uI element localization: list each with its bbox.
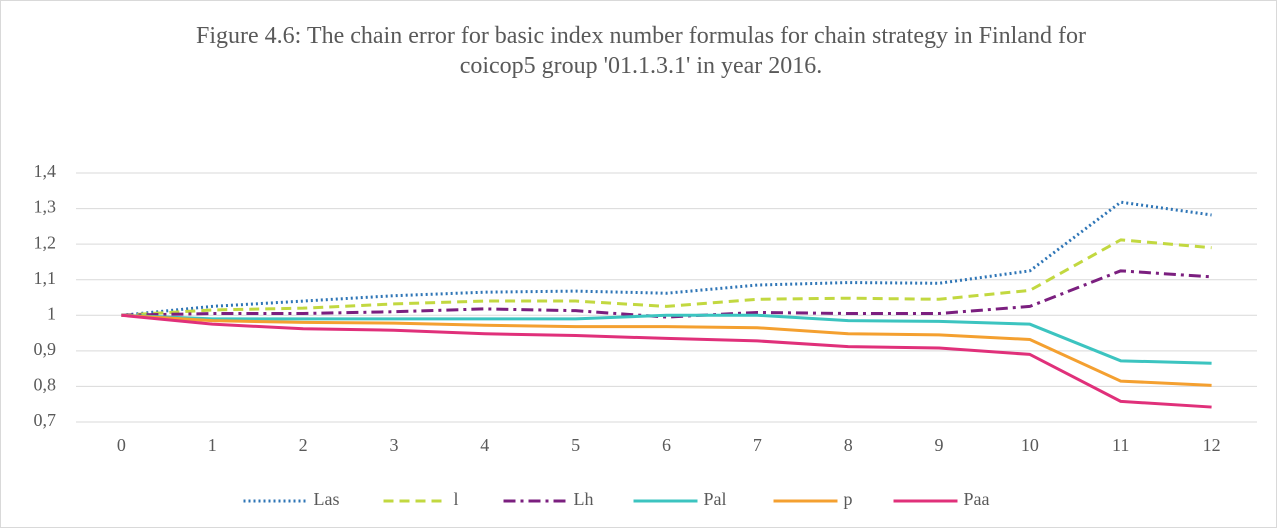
chart-title: Figure 4.6: The chain error for basic in… xyxy=(196,23,1086,79)
x-tick-label: 8 xyxy=(844,435,853,455)
series-line xyxy=(121,313,1212,409)
series-line xyxy=(121,313,1212,365)
y-tick-label: 0,7 xyxy=(34,410,57,430)
x-tick-label: 5 xyxy=(571,435,580,455)
y-tick-label: 1,3 xyxy=(34,197,57,217)
x-tick-label: 3 xyxy=(389,435,398,455)
y-tick-label: 1,2 xyxy=(34,232,57,252)
y-tick-label: 0,9 xyxy=(34,339,57,359)
x-tick-label: 2 xyxy=(299,435,308,455)
legend-label: Las xyxy=(314,489,340,509)
series-line xyxy=(121,313,1212,387)
x-tick-label: 0 xyxy=(117,435,126,455)
y-tick-label: 0,8 xyxy=(34,375,57,395)
x-tick-label: 6 xyxy=(662,435,671,455)
legend-label: Lh xyxy=(574,489,594,509)
x-tick-label: 12 xyxy=(1203,435,1221,455)
x-tick-label: 7 xyxy=(753,435,762,455)
series-line xyxy=(121,269,1212,319)
y-tick-label: 1,4 xyxy=(34,161,57,181)
x-tick-label: 9 xyxy=(935,435,944,455)
y-tick-label: 1 xyxy=(47,303,56,323)
legend-label: l xyxy=(454,489,459,509)
x-tick-label: 10 xyxy=(1021,435,1039,455)
series-line xyxy=(121,238,1212,317)
x-tick-label: 1 xyxy=(208,435,217,455)
x-tick-label: 11 xyxy=(1112,435,1129,455)
series-line xyxy=(121,200,1212,317)
legend-label: Paa xyxy=(964,489,990,509)
legend-label: Pal xyxy=(704,489,727,509)
y-tick-label: 1,1 xyxy=(34,268,57,288)
x-tick-label: 4 xyxy=(480,435,489,455)
legend-label: p xyxy=(844,489,853,509)
